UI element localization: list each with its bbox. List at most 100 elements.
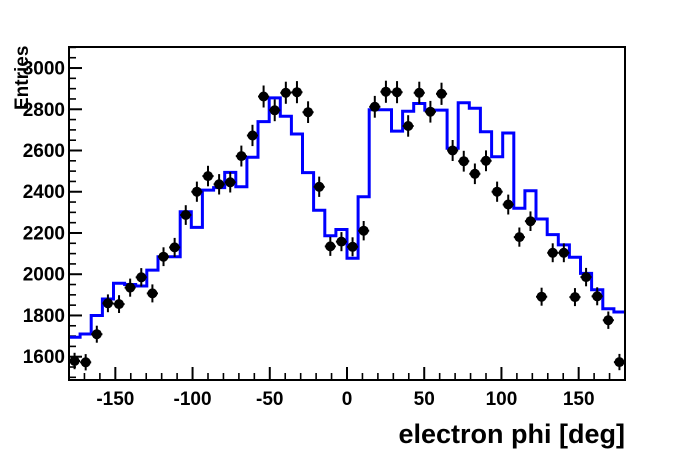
data-marker [592,291,603,302]
data-marker [425,106,436,117]
data-point [502,194,514,215]
data-marker [403,121,414,131]
data-marker [414,87,425,98]
data-point [246,124,258,147]
data-marker [358,225,369,236]
data-point [269,99,281,122]
x-axis-title: electron phi [deg] [398,419,625,449]
data-point [258,85,270,108]
x-tick-label: -150 [96,389,134,410]
data-marker [603,315,614,326]
x-tick-label: 100 [486,389,518,410]
data-marker [581,272,592,283]
data-point [424,100,436,123]
data-point [80,354,92,371]
data-marker [492,186,503,197]
data-point [380,80,392,103]
data-marker [347,241,358,252]
data-marker [558,247,569,258]
data-point [213,174,225,195]
data-point [202,165,214,187]
data-marker [203,171,213,182]
data-marker [258,91,269,102]
data-marker [169,242,180,253]
data-point [602,311,614,329]
x-tick-label: -100 [174,389,212,410]
data-marker [180,210,191,220]
data-point [547,243,559,263]
data-marker [536,291,547,302]
data-marker [225,177,236,188]
x-tick-label: 0 [342,389,353,410]
data-marker [547,247,558,258]
data-marker [292,87,302,98]
data-marker [314,181,325,192]
data-marker [280,87,291,98]
y-tick-label: 3000 [23,59,65,80]
data-marker [436,88,447,99]
x-tick-label: -50 [256,389,283,410]
data-marker [469,168,480,179]
data-point [135,268,147,287]
data-marker [369,101,380,112]
data-point [324,236,336,256]
data-point [402,115,414,137]
data-marker [392,87,402,98]
data-point [391,81,403,104]
data-point [91,325,103,343]
data-marker [125,282,136,293]
data-point [591,287,603,306]
data-marker [525,216,536,227]
data-point [436,82,448,105]
data-point [613,353,625,371]
x-tick-label: 150 [563,389,595,410]
y-tick-label: 2400 [23,182,65,203]
data-marker [214,179,225,190]
data-point [458,150,470,172]
data-marker [236,151,247,162]
data-point [480,150,492,172]
data-point [524,211,536,231]
data-marker [136,272,147,283]
data-point [102,294,114,313]
plot-frame [68,46,626,381]
data-point [335,232,347,252]
y-tick-label: 1600 [23,347,65,368]
y-tick-label: 2800 [23,100,65,121]
data-point [280,81,292,104]
data-point [146,284,158,303]
data-point [235,145,247,167]
data-point [158,247,170,267]
data-marker [614,357,625,368]
data-point [447,140,459,161]
data-point [169,237,181,257]
data-point [302,101,314,123]
data-marker [514,232,525,243]
data-marker [158,251,169,262]
data-point [558,243,570,263]
data-marker [91,329,102,340]
data-point [569,288,581,307]
data-marker [247,130,258,141]
data-marker [570,292,580,303]
data-point [69,352,81,370]
data-marker [303,107,314,118]
data-point [347,237,359,257]
data-point [491,181,503,202]
data-marker [269,105,280,116]
data-point [469,163,481,185]
data-point [224,172,236,193]
data-point [313,176,325,197]
data-marker [447,145,458,156]
data-marker [147,288,158,299]
data-point [124,278,136,297]
data-point [369,95,381,118]
data-marker [102,298,113,309]
data-point [180,205,192,225]
data-marker [80,357,91,368]
y-tick-label: 1800 [23,306,65,327]
data-marker [380,86,391,97]
data-marker [191,186,202,197]
